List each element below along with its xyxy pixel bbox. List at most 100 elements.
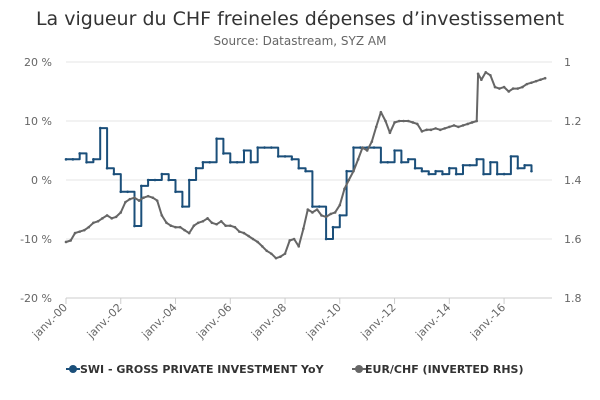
data-point-series-1 [270, 146, 273, 149]
data-point-series-2 [274, 256, 278, 260]
data-point-series-2 [452, 124, 456, 127]
data-point-series-2 [311, 211, 314, 214]
data-point-series-2 [151, 196, 155, 199]
data-point-series-2 [251, 237, 255, 241]
data-point-series-1 [256, 146, 259, 149]
x-tick-label: janv.-06 [193, 301, 234, 342]
data-point-series-1 [317, 205, 321, 208]
data-point-series-2 [489, 73, 492, 77]
y-right-tick-label: 1.2 [564, 115, 582, 128]
data-point-series-2 [270, 252, 273, 256]
data-point-series-2 [192, 224, 196, 228]
x-tick-label: janv.-02 [84, 301, 125, 342]
data-point-series-1 [160, 172, 164, 176]
data-point-series-2 [183, 228, 186, 232]
data-point-series-2 [384, 119, 387, 123]
data-point-series-1 [174, 190, 177, 194]
data-point-series-2 [124, 200, 127, 204]
data-point-series-1 [290, 158, 294, 161]
y-right-tick-label: 1.8 [564, 292, 582, 305]
data-point-series-1 [434, 169, 437, 173]
data-point-series-1 [71, 158, 75, 161]
data-point-series-2 [406, 119, 410, 123]
data-point-series-1 [297, 166, 301, 170]
series-line-1 [66, 127, 533, 240]
data-point-series-2 [425, 128, 428, 132]
data-point-series-2 [242, 231, 246, 235]
data-point-series-2 [96, 220, 100, 223]
x-tick-label: janv.-14 [413, 301, 454, 342]
data-point-series-2 [333, 211, 337, 214]
data-point-series-2 [320, 214, 323, 217]
data-point-series-2 [265, 249, 268, 253]
data-point-series-2 [297, 245, 301, 248]
data-point-series-1 [201, 161, 205, 164]
data-point-series-2 [365, 149, 369, 152]
x-tick-label: janv.-10 [303, 301, 344, 342]
data-point-series-2 [228, 224, 232, 228]
data-point-series-2 [476, 72, 480, 76]
data-point-series-1 [92, 158, 95, 161]
data-point-series-2 [137, 199, 141, 202]
data-point-series-2 [196, 221, 200, 225]
data-point-series-2 [379, 110, 383, 114]
data-point-series-1 [502, 172, 506, 176]
x-tick-label: janv.-08 [248, 301, 289, 342]
data-point-series-2 [402, 119, 405, 123]
data-point-series-2 [466, 122, 469, 126]
data-point-series-2 [288, 239, 291, 242]
data-point-series-2 [302, 227, 305, 230]
data-point-series-2 [87, 225, 91, 229]
data-point-series-1 [187, 178, 191, 182]
data-point-series-2 [475, 119, 479, 123]
data-point-series-2 [498, 87, 501, 90]
data-point-series-2 [470, 121, 474, 124]
data-point-series-1 [119, 190, 123, 194]
data-point-series-2 [174, 225, 177, 229]
y-right-tick-label: 1.4 [564, 174, 582, 187]
data-point-series-2 [521, 85, 524, 89]
data-point-series-1 [530, 169, 533, 173]
data-point-series-1 [509, 155, 513, 158]
data-point-series-1 [304, 169, 307, 173]
data-point-series-2 [160, 214, 164, 217]
data-point-series-1 [228, 161, 232, 164]
data-point-series-2 [525, 82, 529, 86]
data-point-series-2 [83, 228, 86, 232]
data-point-series-1 [208, 161, 212, 164]
chart-title: La vigueur du CHF freineles dépenses d’i… [35, 8, 565, 30]
data-point-series-2 [165, 221, 168, 225]
data-point-series-1 [338, 214, 342, 217]
data-point-series-2 [543, 76, 547, 80]
data-point-series-2 [315, 208, 319, 211]
data-point-series-1 [448, 166, 451, 170]
data-point-series-2 [443, 127, 446, 130]
data-point-series-2 [516, 87, 520, 90]
chart-subtitle: Source: Datastream, SYZ AM [213, 34, 387, 48]
data-point-series-1 [181, 205, 184, 208]
data-point-series-1 [352, 146, 355, 149]
data-point-series-1 [427, 172, 431, 176]
x-tick-label: janv.-12 [358, 301, 399, 342]
data-point-series-2 [306, 208, 310, 211]
data-point-series-2 [69, 239, 72, 242]
data-point-series-1 [311, 205, 314, 208]
data-point-series-2 [324, 215, 328, 219]
legend-label-1: SWI - GROSS PRIVATE INVESTMENT YoY [80, 363, 325, 376]
data-point-series-1 [475, 158, 479, 161]
data-point-series-2 [224, 224, 227, 228]
data-point-series-1 [167, 178, 170, 182]
data-point-series-1 [139, 184, 143, 188]
y-left-tick-label: 10 % [24, 115, 52, 128]
data-point-series-2 [374, 125, 378, 129]
data-point-series-2 [238, 230, 241, 233]
data-point-series-1 [126, 190, 129, 194]
y-left-tick-label: -10 % [20, 233, 52, 246]
data-point-series-2 [119, 211, 123, 214]
data-point-series-1 [482, 172, 485, 176]
data-point-series-1 [495, 172, 499, 176]
data-point-series-2 [256, 240, 259, 244]
data-point-series-1 [263, 146, 266, 149]
